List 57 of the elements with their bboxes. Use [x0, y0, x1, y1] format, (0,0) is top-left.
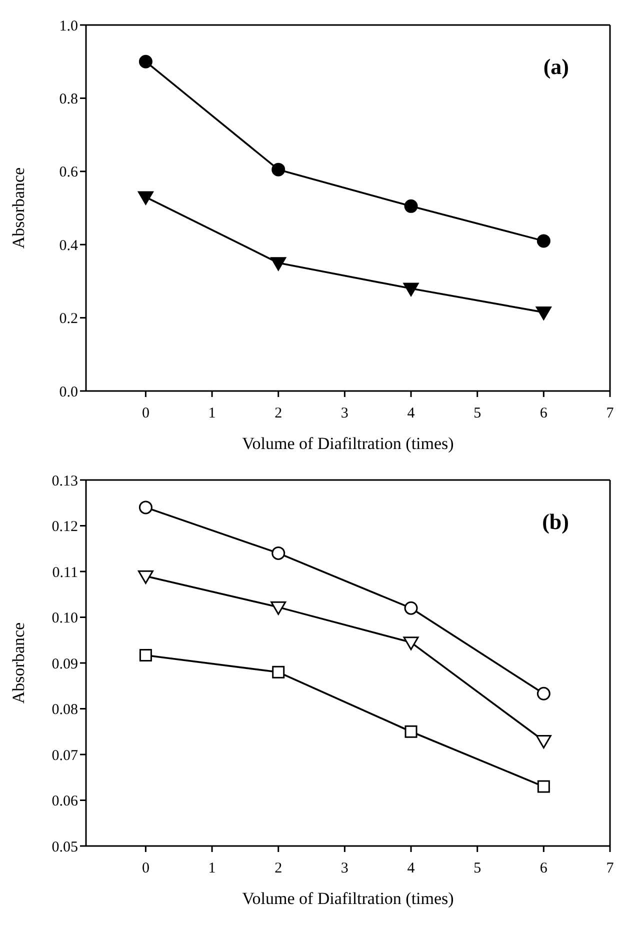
x-tick-label: 7 [606, 406, 614, 422]
y-tick-label: 0.10 [52, 610, 78, 627]
point [138, 54, 152, 68]
x-tick-label: 2 [274, 860, 282, 877]
point [138, 191, 154, 205]
y-tick-label: 0.2 [59, 311, 78, 328]
x-tick-label: 1 [208, 860, 216, 877]
y-tick-label: 0.06 [52, 794, 78, 810]
x-tick-label: 5 [474, 860, 482, 877]
y-tick-label: 0.09 [52, 656, 78, 672]
point [536, 306, 552, 320]
point [138, 570, 154, 584]
y-tick-label: 0.13 [52, 473, 78, 490]
y-tick-label: 0.4 [59, 238, 78, 254]
point [536, 686, 550, 700]
x-tick-label: 4 [407, 860, 416, 877]
y-tick-label: 0.11 [52, 564, 78, 581]
x-axis-title: Volume of Diafiltration (times) [242, 434, 454, 453]
x-tick-label: 0 [142, 860, 150, 877]
y-tick-label: 0.6 [59, 164, 78, 181]
x-tick-label: 1 [208, 406, 216, 422]
point [403, 636, 419, 650]
point [404, 199, 418, 213]
y-axis-title: Absorbance [9, 167, 28, 249]
x-tick-label: 2 [274, 406, 282, 422]
y-axis-title: Absorbance [9, 622, 28, 704]
point [272, 162, 286, 176]
x-tick-label: 0 [142, 406, 150, 422]
y-tick-label: 0.05 [52, 839, 78, 856]
point [272, 546, 286, 560]
point [404, 725, 418, 738]
y-tick-label: 0.12 [52, 519, 78, 536]
y-tick-label: 0.08 [52, 702, 78, 718]
point [138, 500, 152, 514]
x-tick-label: 3 [340, 860, 348, 877]
point [139, 648, 152, 662]
x-tick-label: 6 [540, 860, 548, 877]
point [270, 257, 286, 271]
annotation: (a) [543, 54, 569, 80]
x-tick-label: 3 [340, 406, 348, 422]
point [403, 282, 419, 296]
point [536, 234, 550, 248]
x-tick-label: 5 [474, 406, 482, 422]
x-tick-label: 4 [407, 406, 416, 422]
annotation: (b) [542, 509, 569, 535]
y-tick-label: 1.0 [59, 18, 78, 34]
point [537, 780, 550, 793]
y-tick-label: 0.8 [59, 92, 78, 108]
y-tick-label: 0.0 [59, 384, 78, 400]
x-axis-title: Volume of Diafiltration (times) [242, 889, 454, 908]
x-tick-label: 7 [606, 860, 614, 877]
point [270, 601, 286, 615]
point [536, 735, 552, 749]
point [404, 601, 418, 615]
point [272, 666, 285, 678]
x-tick-label: 6 [540, 406, 548, 422]
y-tick-label: 0.07 [52, 748, 78, 764]
